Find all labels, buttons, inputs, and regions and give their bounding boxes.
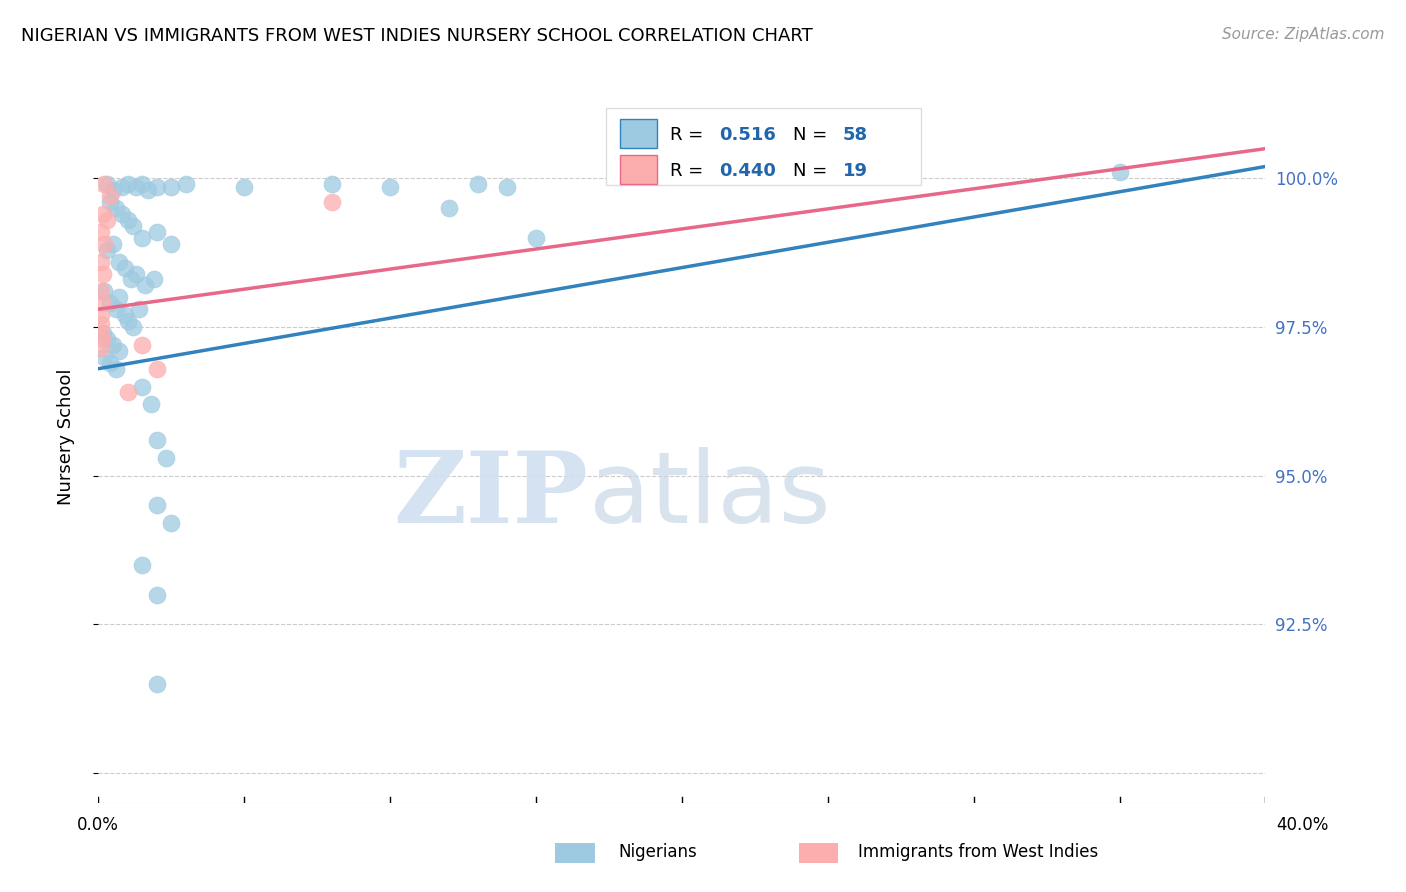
Point [128,302,150,317]
Text: R =: R = [671,126,709,144]
Point [120,272,142,286]
Point [98,189,121,203]
Point [90,341,112,355]
Text: 0.440: 0.440 [720,162,776,180]
Point [233,180,256,194]
Point [122,219,145,233]
Point [125,267,148,281]
Point [122,320,145,334]
Point [90,285,112,299]
Text: N =: N = [793,162,832,180]
Point [321,195,343,210]
Point [90,332,112,346]
Point [104,201,127,215]
Point [117,314,139,328]
Text: 0.0%: 0.0% [77,816,120,834]
Text: NIGERIAN VS IMMIGRANTS FROM WEST INDIES NURSERY SCHOOL CORRELATION CHART: NIGERIAN VS IMMIGRANTS FROM WEST INDIES … [21,27,813,45]
Point [146,180,169,194]
Point [160,180,183,194]
Point [467,178,489,192]
Text: 40.0%: 40.0% [1277,816,1329,834]
Point [111,180,134,194]
Point [125,180,148,194]
Point [142,272,165,286]
Point [174,178,197,192]
Point [131,178,153,192]
Point [108,254,131,268]
Point [160,236,183,251]
Point [91,296,114,310]
Point [108,290,131,304]
Point [98,296,121,310]
Point [96,178,118,192]
Point [131,231,153,245]
FancyBboxPatch shape [606,108,921,185]
Bar [620,155,658,184]
Point [146,433,169,447]
Point [93,350,115,364]
Point [134,278,156,293]
Point [96,243,118,257]
Point [160,516,183,531]
Point [380,180,402,194]
Point [93,285,115,299]
Point [93,236,115,251]
Point [146,499,169,513]
Point [139,397,162,411]
Point [117,178,139,192]
Point [101,236,124,251]
Point [111,207,134,221]
Text: 19: 19 [844,162,868,180]
Point [101,338,124,352]
Point [437,201,460,215]
Point [91,326,114,340]
Point [146,677,169,691]
Text: R =: R = [671,162,709,180]
Point [114,260,136,275]
Point [104,361,127,376]
Point [131,338,153,352]
Text: 58: 58 [844,126,868,144]
Point [321,178,343,192]
Point [524,231,547,245]
Point [155,450,177,465]
Point [136,183,159,197]
Point [90,308,112,322]
Point [496,180,519,194]
Point [146,361,169,376]
Point [90,317,112,331]
Point [146,225,169,239]
Point [90,225,112,239]
Text: Immigrants from West Indies: Immigrants from West Indies [858,843,1098,861]
Point [98,195,121,210]
Text: Source: ZipAtlas.com: Source: ZipAtlas.com [1222,27,1385,42]
Point [90,254,112,268]
Text: 0.516: 0.516 [720,126,776,144]
Point [108,343,131,358]
Text: N =: N = [793,126,832,144]
Point [101,183,124,197]
Point [117,385,139,400]
Point [146,588,169,602]
Y-axis label: Nursery School: Nursery School [56,368,75,506]
Point [96,332,118,346]
Text: Nigerians: Nigerians [619,843,697,861]
Point [91,267,114,281]
Point [96,213,118,227]
Text: ZIP: ZIP [394,447,589,544]
Point [117,213,139,227]
Text: atlas: atlas [589,447,830,544]
Point [131,558,153,572]
Point [93,178,115,192]
Point [90,326,112,340]
Point [91,207,114,221]
Point [131,379,153,393]
Point [1108,165,1130,179]
Point [98,356,121,370]
Point [104,302,127,317]
Point [114,308,136,322]
Bar [620,119,658,148]
